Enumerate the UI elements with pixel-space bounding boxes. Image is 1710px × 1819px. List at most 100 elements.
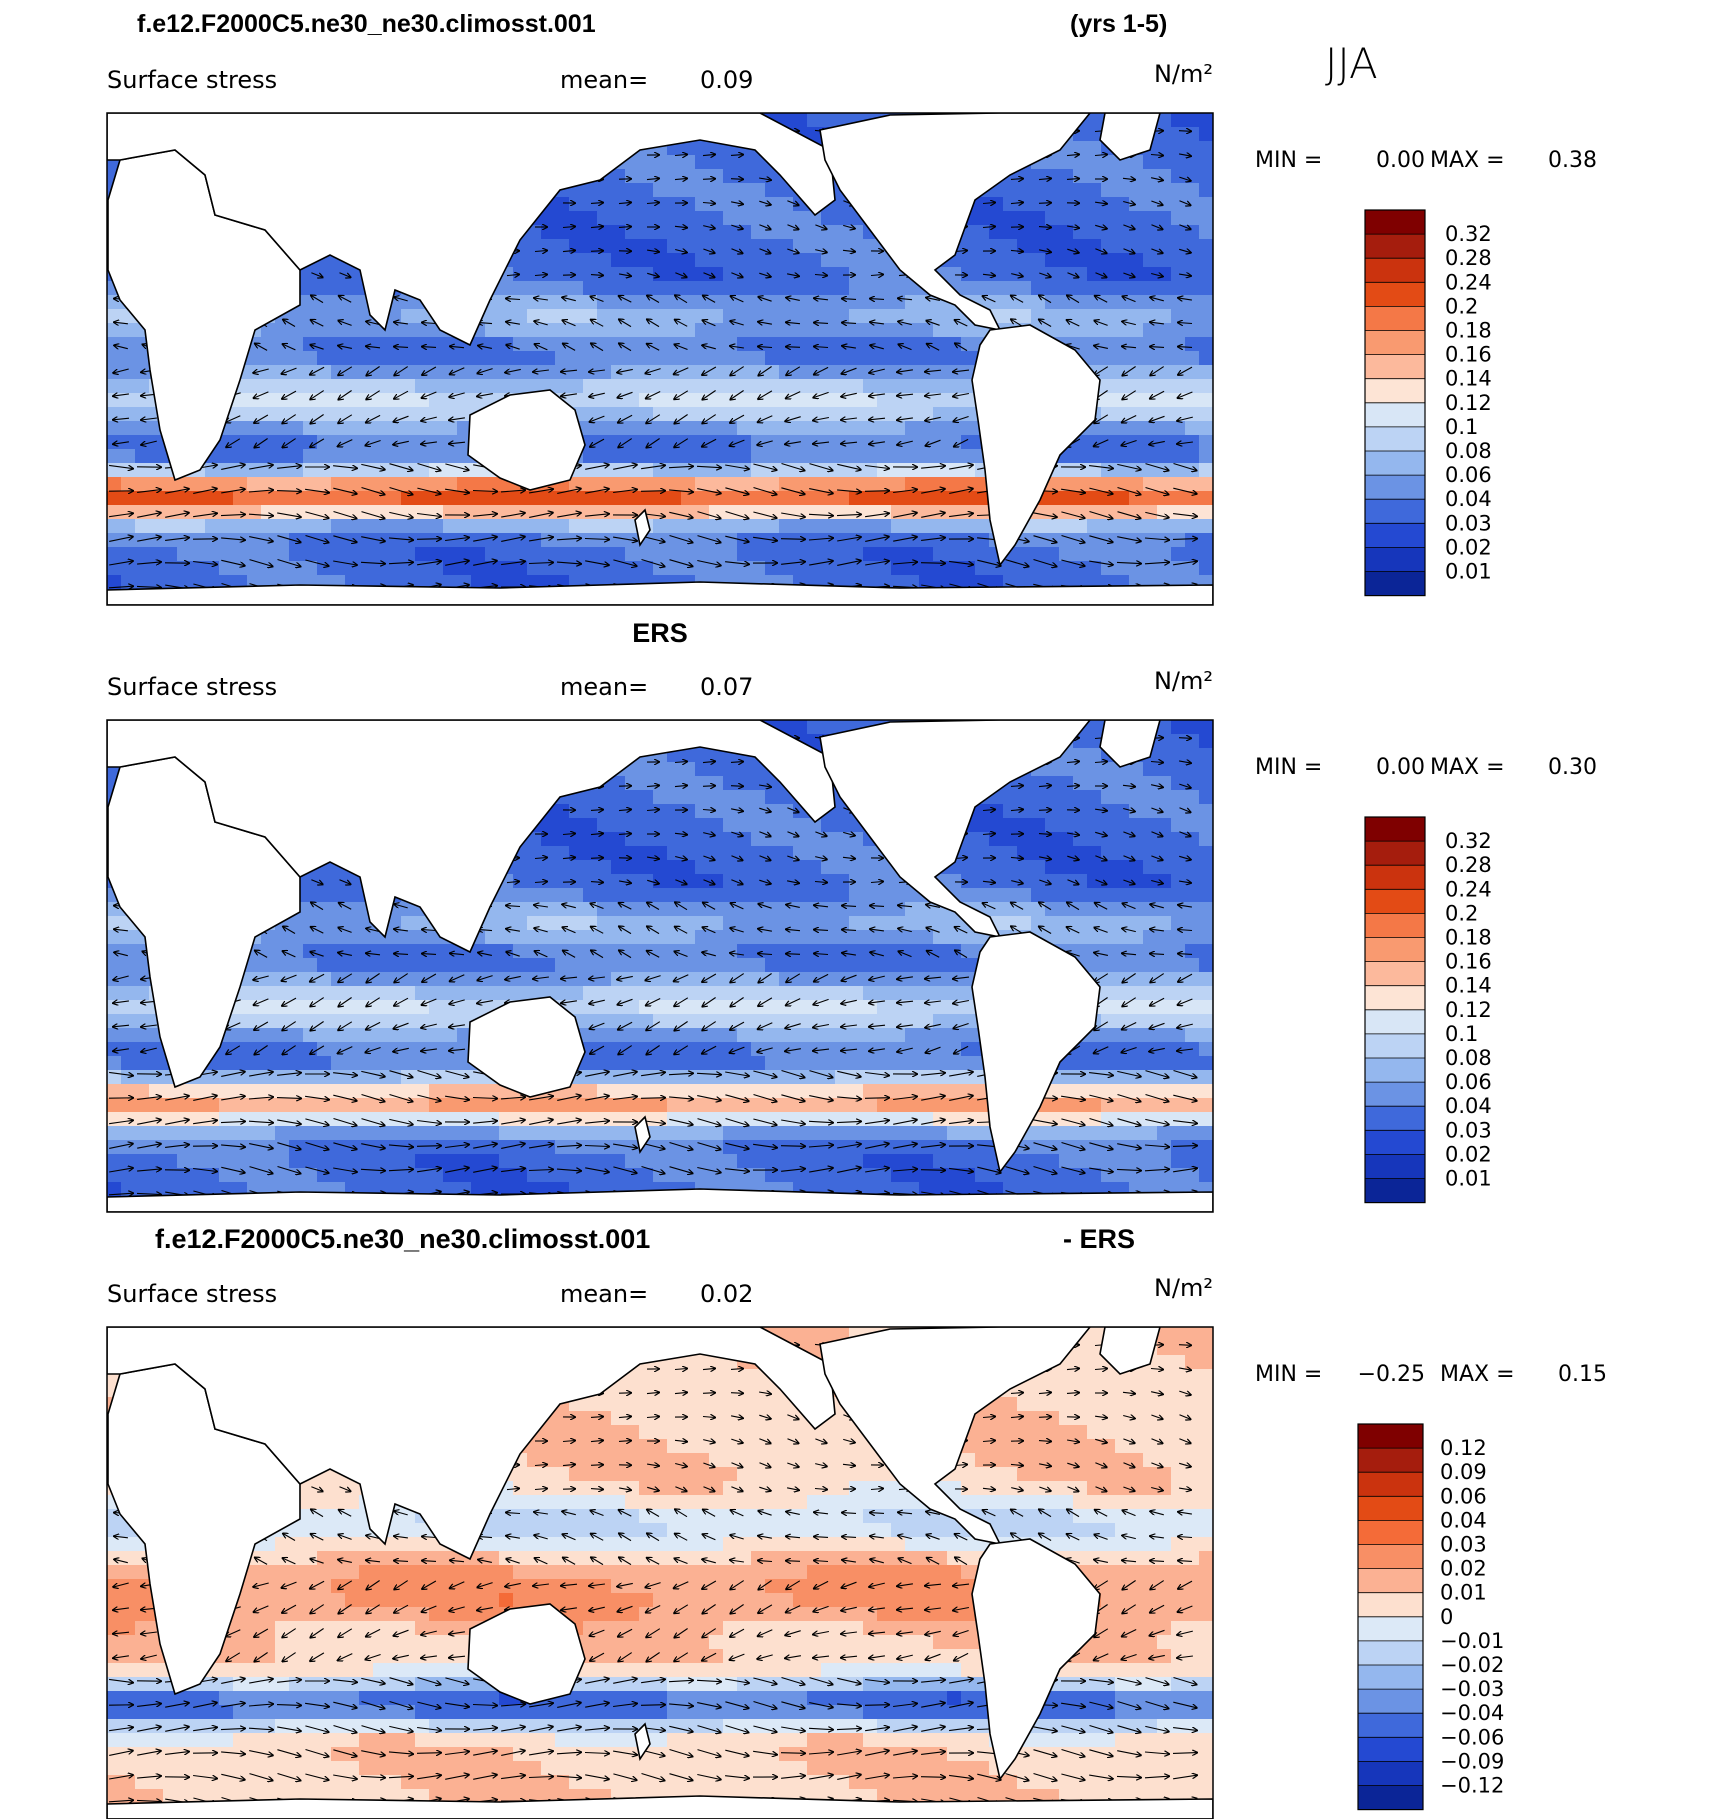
field-cell: [1031, 533, 1046, 548]
field-cell: [261, 449, 276, 464]
field-cell: [555, 944, 570, 959]
field-cell: [639, 790, 654, 805]
field-cell: [345, 463, 360, 478]
colorbar-tick-label: 0.28: [1445, 246, 1492, 270]
field-cell: [905, 435, 920, 450]
field-cell: [877, 930, 892, 945]
field-cell: [653, 253, 668, 268]
field-cell: [681, 804, 696, 819]
field-cell: [541, 267, 556, 282]
field-cell: [1129, 449, 1144, 464]
field-cell: [695, 804, 710, 819]
field-cell: [723, 533, 738, 548]
field-cell: [667, 888, 682, 903]
field-cell: [1003, 183, 1018, 198]
field-cell: [1003, 888, 1018, 903]
field-cell: [639, 183, 654, 198]
field-cell: [877, 309, 892, 324]
field-cell: [877, 463, 892, 478]
field-cell: [1017, 197, 1032, 212]
field-cell: [401, 519, 416, 534]
field-cell: [527, 225, 542, 240]
field-cell: [597, 421, 612, 436]
field-cell: [1101, 309, 1116, 324]
field-cell: [1129, 379, 1144, 394]
panel-subtitle: Surface stress: [107, 66, 277, 94]
field-cell: [1171, 155, 1186, 170]
field-cell: [135, 463, 150, 478]
field-cell: [821, 491, 836, 506]
field-cell: [681, 295, 696, 310]
field-cell: [1185, 463, 1200, 478]
field-cell: [625, 477, 640, 492]
field-cell: [695, 183, 710, 198]
field-cell: [401, 449, 416, 464]
field-cell: [1017, 281, 1032, 296]
field-cell: [933, 547, 948, 562]
field-cell: [443, 421, 458, 436]
field-cell: [555, 225, 570, 240]
field-cell: [317, 519, 332, 534]
field-cell: [821, 225, 836, 240]
field-cell: [863, 337, 878, 352]
stress-vector: [1038, 203, 1051, 204]
field-cell: [1199, 449, 1213, 464]
field-cell: [261, 435, 276, 450]
field-cell: [1017, 902, 1032, 917]
field-cell: [1017, 790, 1032, 805]
field-cell: [891, 519, 906, 534]
field-cell: [793, 720, 808, 735]
field-cell: [961, 547, 976, 562]
field-cell: [121, 505, 136, 520]
field-cell: [345, 944, 360, 959]
field-cell: [401, 916, 416, 931]
field-cell: [415, 547, 430, 562]
field-cell: [303, 281, 318, 296]
field-cell: [1185, 337, 1200, 352]
field-cell: [891, 435, 906, 450]
field-cell: [639, 860, 654, 875]
field-cell: [765, 477, 780, 492]
field-cell: [317, 463, 332, 478]
field-cell: [1059, 547, 1074, 562]
field-cell: [121, 944, 136, 959]
field-cell: [779, 547, 794, 562]
field-cell: [933, 337, 948, 352]
field-cell: [457, 421, 472, 436]
field-cell: [261, 365, 276, 380]
field-cell: [905, 379, 920, 394]
field-cell: [1185, 183, 1200, 198]
field-cell: [331, 505, 346, 520]
field-cell: [653, 267, 668, 282]
field-cell: [303, 449, 318, 464]
field-cell: [709, 477, 724, 492]
field-cell: [653, 379, 668, 394]
panel-title: ERS: [632, 618, 688, 648]
field-cell: [443, 449, 458, 464]
field-cell: [1073, 804, 1088, 819]
field-cell: [611, 477, 626, 492]
field-cell: [1003, 804, 1018, 819]
colorbar-tick-label: 0.01: [1445, 560, 1492, 584]
field-cell: [765, 393, 780, 408]
field-cell: [905, 477, 920, 492]
field-cell: [779, 832, 794, 847]
field-cell: [877, 281, 892, 296]
field-cell: [1185, 519, 1200, 534]
field-cell: [1087, 351, 1102, 366]
field-cell: [1129, 421, 1144, 436]
field-cell: [345, 449, 360, 464]
field-cell: [625, 379, 640, 394]
field-cell: [807, 720, 822, 735]
field-cell: [1115, 253, 1130, 268]
field-cell: [779, 463, 794, 478]
field-cell: [261, 323, 276, 338]
field-cell: [625, 547, 640, 562]
field-cell: [611, 804, 626, 819]
field-cell: [373, 449, 388, 464]
field-cell: [555, 211, 570, 226]
field-cell: [1185, 295, 1200, 310]
field-cell: [1059, 295, 1074, 310]
field-cell: [555, 505, 570, 520]
field-cell: [289, 547, 304, 562]
